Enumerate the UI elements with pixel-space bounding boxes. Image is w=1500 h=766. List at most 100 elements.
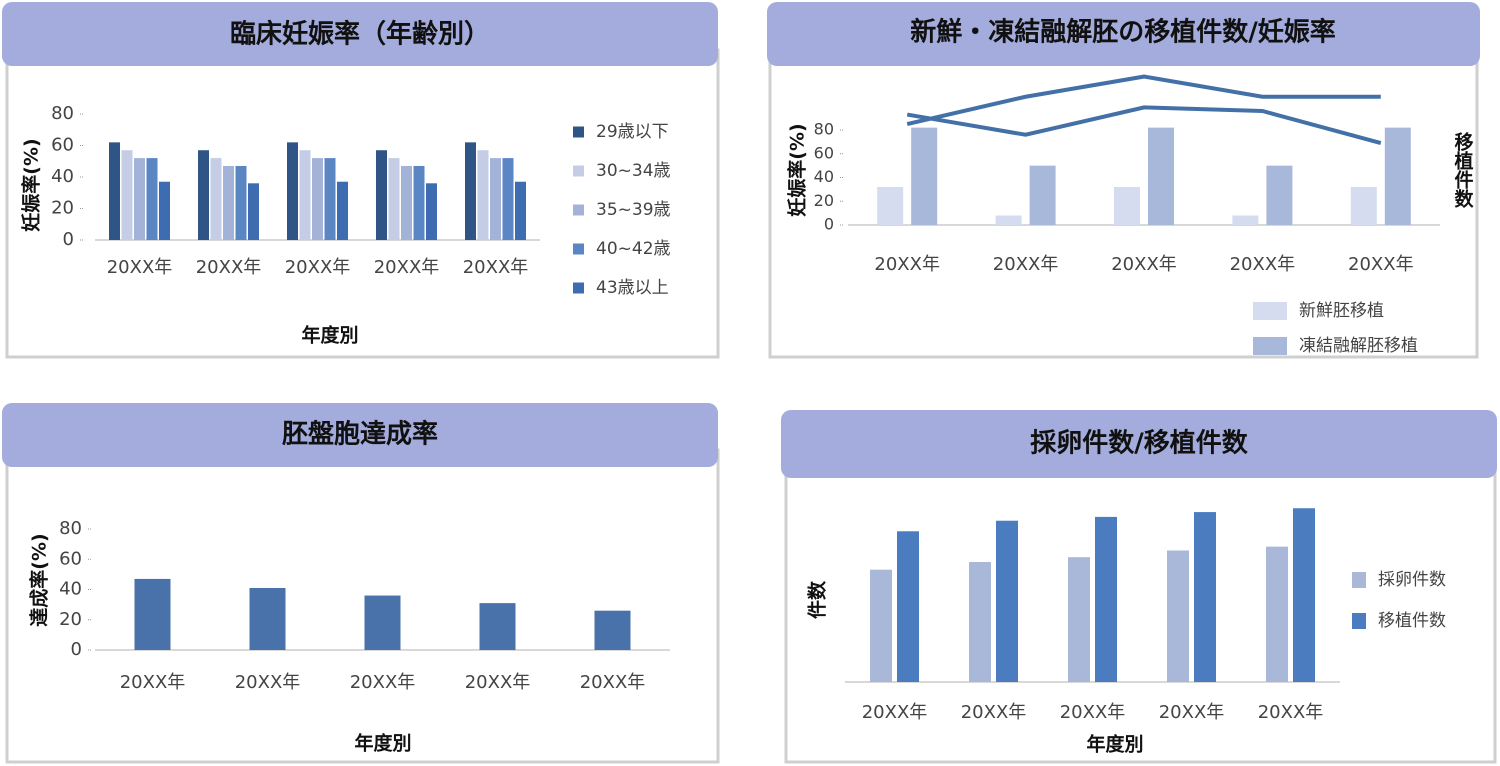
legend-swatch — [573, 126, 584, 138]
legend-swatch — [573, 204, 584, 216]
x-tick-label: 20XX年 — [107, 257, 173, 278]
bar — [388, 158, 400, 240]
bar — [897, 531, 919, 682]
legend-label: 29歳以下 — [596, 122, 669, 142]
y-axis-label: 妊娠率(%) — [786, 123, 809, 216]
legend-swatch — [1352, 613, 1366, 629]
legend-swatch — [1253, 302, 1287, 320]
y-tick-label: 0 — [824, 215, 834, 234]
bar — [324, 158, 336, 240]
legend-swatch — [1253, 337, 1287, 355]
y-tick-label: 80 — [59, 518, 82, 539]
bar — [490, 158, 501, 240]
legend-label: 凍結融解胚移植 — [1299, 336, 1418, 356]
y-tick-label: 40 — [59, 579, 82, 600]
x-tick-label: 20XX年 — [1258, 702, 1324, 723]
bar — [413, 165, 425, 240]
bar — [465, 142, 476, 240]
x-tick-label: 20XX年 — [285, 257, 351, 278]
x-tick-label: 20XX年 — [874, 254, 940, 275]
bar — [401, 165, 412, 240]
bar — [1350, 187, 1377, 225]
legend-label: 移植件数 — [1378, 611, 1446, 631]
y-tick-label: 40 — [51, 166, 74, 187]
x-axis-label: 年度別 — [354, 732, 411, 755]
legend-label: 35~39歳 — [596, 200, 671, 220]
line — [906, 74, 1381, 127]
bar — [109, 142, 120, 240]
bar — [376, 150, 387, 240]
bar — [1293, 508, 1315, 682]
bar — [1068, 557, 1090, 682]
bar — [477, 150, 489, 240]
legend-label: 30~34歳 — [596, 161, 671, 181]
bar — [515, 181, 526, 240]
x-tick-label: 20XX年 — [120, 672, 186, 693]
y-tick-label: 80 — [51, 103, 74, 124]
bar — [479, 603, 516, 650]
x-tick-label: 20XX年 — [1348, 254, 1414, 275]
y-tick-label: 60 — [51, 135, 74, 156]
x-tick-label: 20XX年 — [1111, 254, 1177, 275]
y-tick-label: 60 — [814, 143, 834, 162]
bar — [1167, 550, 1189, 682]
panel-header — [2, 2, 718, 66]
legend-label: 40~42歳 — [596, 239, 671, 259]
panel-header — [2, 403, 718, 467]
bar — [287, 142, 298, 240]
bar — [426, 183, 437, 240]
chart-title: 臨床妊娠率（年齢別） — [230, 19, 490, 50]
legend-swatch — [573, 165, 584, 177]
bar — [159, 181, 170, 240]
y-axis-label: 達成率(%) — [28, 533, 51, 626]
bar — [1148, 127, 1174, 225]
bar — [1384, 127, 1411, 225]
bar — [594, 610, 631, 650]
x-tick-label: 20XX年 — [993, 254, 1059, 275]
bar — [364, 595, 401, 650]
x-tick-label: 20XX年 — [196, 257, 262, 278]
bar — [1095, 516, 1117, 682]
y-tick-label: 60 — [59, 548, 82, 569]
x-tick-label: 20XX年 — [463, 257, 529, 278]
x-tick-label: 20XX年 — [465, 672, 531, 693]
x-tick-label: 20XX年 — [350, 672, 416, 693]
y2-axis-label: 移植件数 — [1452, 131, 1474, 209]
bar — [121, 150, 133, 240]
bar — [235, 165, 247, 240]
y-tick-label: 20 — [59, 609, 82, 630]
bar — [337, 181, 348, 240]
bar — [299, 150, 311, 240]
panel-border — [5, 448, 720, 764]
x-axis-label: 年度別 — [301, 324, 358, 347]
x-tick-label: 20XX年 — [374, 257, 440, 278]
y-tick-label: 40 — [814, 167, 834, 186]
bar — [134, 578, 171, 650]
legend-label: 43歳以上 — [596, 278, 669, 298]
legend-swatch — [1352, 572, 1366, 588]
x-tick-label: 20XX年 — [1230, 254, 1296, 275]
legend-label: 採卵件数 — [1378, 570, 1446, 590]
bar — [870, 569, 892, 682]
bar — [502, 158, 514, 240]
bar — [1029, 165, 1056, 225]
chart-title: 新鮮・凍結融解胚の移植件数/妊娠率 — [910, 17, 1336, 48]
panel-header — [781, 410, 1497, 478]
bar — [996, 520, 1018, 682]
bar — [134, 158, 145, 240]
y-tick-label: 0 — [71, 639, 82, 660]
x-tick-label: 20XX年 — [961, 702, 1027, 723]
bar — [877, 187, 904, 225]
x-tick-label: 20XX年 — [580, 672, 646, 693]
bar — [1232, 215, 1259, 225]
x-tick-label: 20XX年 — [1159, 702, 1225, 723]
chart-title: 採卵件数/移植件数 — [1030, 429, 1248, 459]
x-axis-label: 年度別 — [1086, 733, 1143, 756]
x-tick-label: 20XX年 — [235, 672, 301, 693]
bar — [146, 158, 158, 240]
x-tick-label: 20XX年 — [862, 702, 928, 723]
legend-swatch — [573, 282, 584, 294]
chart-title: 胚盤胞達成率 — [281, 419, 438, 450]
